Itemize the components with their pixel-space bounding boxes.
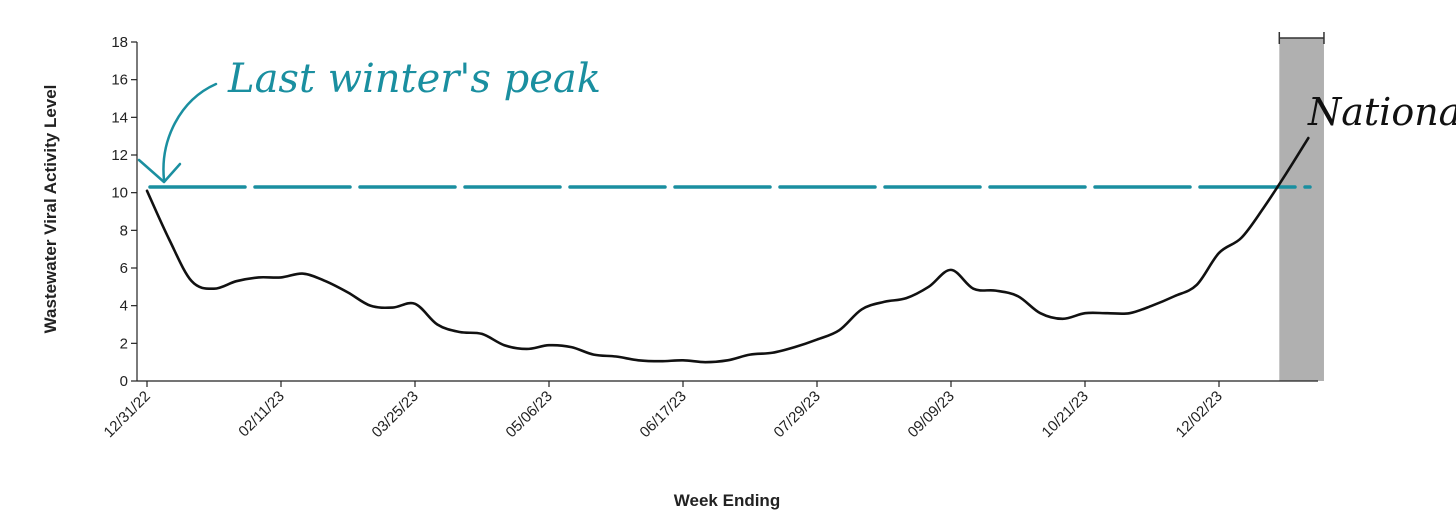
x-tick-label: 03/25/23 (369, 388, 422, 441)
highlight-band (1278, 32, 1325, 381)
x-tick-label: 12/02/23 (1173, 388, 1226, 441)
peak-annotation-arrowhead (137, 158, 182, 184)
x-tick-label: 05/06/23 (503, 388, 556, 441)
x-tick-label: 09/09/23 (905, 388, 958, 441)
y-tick-label: 16 (111, 72, 128, 89)
x-tick-label: 07/29/23 (771, 388, 824, 441)
x-tick-label: 10/21/23 (1039, 388, 1092, 441)
national-annotation-label: National (1307, 90, 1456, 134)
y-tick-label: 6 (120, 260, 128, 277)
y-tick-label: 4 (120, 298, 128, 315)
x-axis-title: Week Ending (674, 491, 780, 510)
y-tick-label: 14 (111, 109, 128, 126)
x-tick-label: 12/31/22 (101, 388, 154, 441)
y-axis-title: Wastewater Viral Activity Level (41, 85, 60, 334)
y-tick-label: 8 (120, 222, 128, 239)
national-series (145, 136, 1310, 364)
national-line (145, 136, 1310, 364)
peak-annotation-arrow (162, 82, 218, 182)
x-tick-label: 02/11/23 (235, 388, 288, 441)
highlight-rect (1279, 38, 1324, 381)
x-tick-label: 06/17/23 (637, 388, 690, 441)
peak-annotation-label: Last winter's peak (227, 56, 601, 102)
y-tick-label: 18 (111, 34, 128, 51)
y-tick-label: 0 (120, 373, 128, 390)
y-tick-label: 2 (120, 335, 128, 352)
y-tick-label: 10 (111, 185, 128, 202)
y-tick-label: 12 (111, 147, 128, 164)
